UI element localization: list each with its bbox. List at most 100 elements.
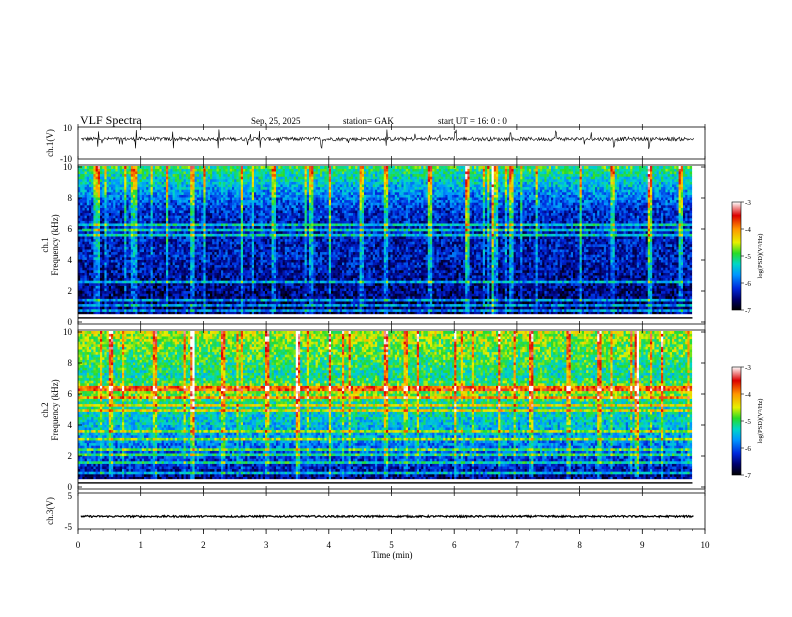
spec-cell [177,192,180,195]
spec-cell [256,168,259,172]
spec-cell [122,259,125,263]
spec-cell [188,283,191,286]
spec-cell [229,194,233,198]
spec-cell [232,301,235,305]
spec-cell [97,215,101,219]
spec-cell [89,173,92,177]
spec-cell [135,280,138,284]
spec-cell [258,194,261,198]
spec-cell [78,285,81,289]
spec-cell [254,181,257,185]
spec-cell [232,309,235,312]
spec-cell [163,238,167,242]
spec-cell [251,231,255,234]
spec-cell [238,207,242,211]
spec-cell [262,288,266,292]
spec-cell [97,311,101,315]
spec-cell [265,236,268,240]
spec-cell [135,259,138,263]
spec-cell [111,205,114,208]
spec-cell [133,288,136,292]
spec-cell [245,168,248,172]
spec-cell [111,168,114,172]
spec-cell [223,293,226,297]
spec-cell [232,202,235,206]
spec-cell [179,223,182,227]
spec-cell [141,210,145,214]
spec-cell [240,210,244,214]
spec-cell [229,277,233,281]
spec-cell [177,283,180,286]
spec-cell [210,194,213,198]
spec-cell [254,173,257,177]
spec-cell [128,244,132,247]
spec-cell [227,306,231,310]
spec-cell [190,277,193,281]
spec-cell [119,207,123,211]
spec-cell [100,283,103,286]
spec-cell [243,236,246,240]
spec-cell [223,233,226,237]
spec-cell [113,215,116,219]
spec-cell [102,215,105,219]
spec-cell [168,246,171,250]
spec-cell [181,288,184,292]
spec-cell [199,176,202,180]
spec-cell [201,298,204,302]
spec-cell [247,296,250,299]
spec-cell [181,173,184,177]
spec-cell [113,264,116,268]
spec-cell [262,212,266,216]
ch1-ytick-bottom: -10 [60,154,72,164]
spec-cell [141,238,145,242]
spec-cell [188,290,191,294]
spec-cell [205,277,209,281]
spec-cell [102,288,105,292]
spec-cell [174,228,178,232]
spec-cell [234,194,237,198]
spec-cell [157,186,160,190]
spec-cell [194,259,198,263]
spec-cell [155,210,158,214]
spec-cell [192,290,195,294]
spec-cell [262,309,266,312]
spec-cell [196,293,200,297]
spec-cell [117,199,121,203]
spec-cell [126,220,129,224]
spec-cell [185,199,189,203]
spec-cell [243,186,246,190]
spec-cell [207,241,211,245]
spec-cell [155,246,158,250]
spec-cell [174,171,178,175]
spec-cell [108,244,112,247]
spec-cell [150,207,154,211]
spec-cell [161,280,165,284]
spec-cell [196,238,200,242]
spec-cell [249,244,253,247]
spec-cell [161,275,165,279]
spec-cell [113,207,116,211]
spec-cell [201,194,204,198]
spec-cell [172,186,176,190]
spec-cell [174,311,178,315]
spec-cell [128,298,132,302]
spec-cell [223,171,226,175]
spec-cell [247,270,250,273]
spec-cell [249,220,253,224]
spec-cell [267,251,270,255]
spec-cell [190,218,193,221]
spec-cell [117,259,121,263]
spec-cell [234,238,237,242]
spec-cell [128,168,132,172]
spec-cell [218,270,222,273]
spec-cell [225,220,228,224]
spec-cell [80,192,83,195]
spec-cell [194,166,198,169]
spec-cell [84,238,88,242]
spec-cell [199,309,202,312]
spec-cell [115,272,118,276]
spec-cell [240,205,244,208]
spec-cell [150,303,154,307]
spec-cell [177,210,180,214]
spec-cell [115,241,118,245]
